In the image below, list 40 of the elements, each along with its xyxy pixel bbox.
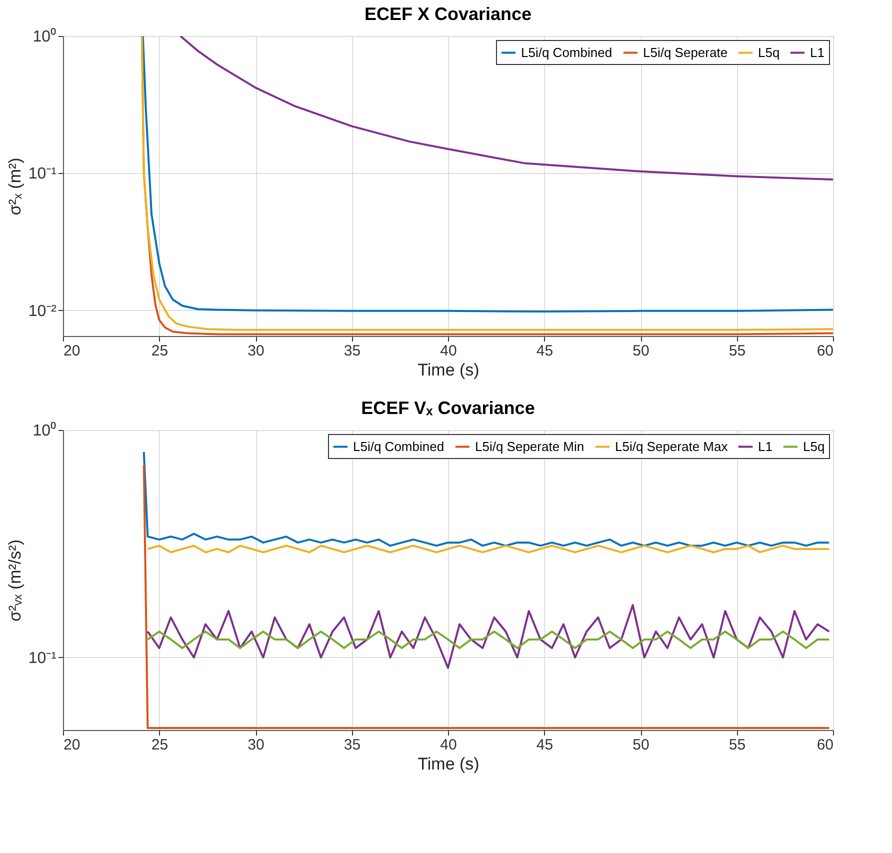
- legend-label: L5q: [758, 44, 780, 60]
- legend-label: L5i/q Combined: [353, 438, 444, 454]
- x-tick-label: 55: [728, 736, 746, 754]
- chart-title: ECEF Vₓ Covariance: [361, 398, 535, 418]
- x-tick-label: 20: [64, 342, 80, 360]
- x-tick-label: 25: [151, 736, 168, 754]
- x-axis-title: Time (s): [418, 360, 480, 380]
- y-tick-label: 10⁰: [32, 28, 56, 46]
- legend-label: L5q: [803, 438, 825, 454]
- legend-label: L5i/q Seperate: [643, 44, 728, 60]
- x-tick-label: 45: [536, 342, 554, 360]
- y-tick-label: 10⁰: [32, 422, 56, 440]
- x-tick-label: 50: [632, 342, 650, 360]
- legend-label: L5i/q Combined: [521, 44, 612, 60]
- x-tick-label: 40: [440, 342, 457, 360]
- x-tick-label: 35: [344, 342, 361, 360]
- chart-title: ECEF X Covariance: [364, 4, 532, 24]
- x-tick-label: 40: [440, 736, 457, 754]
- x-tick-label: 55: [728, 342, 746, 360]
- x-tick-label: 20: [64, 736, 80, 754]
- x-axis-title: Time (s): [418, 754, 480, 774]
- y-tick-label: 10⁻¹: [28, 166, 56, 183]
- line-series: [179, 36, 833, 180]
- x-tick-label: 45: [536, 736, 554, 754]
- x-tick-label: 35: [344, 736, 361, 754]
- y-tick-label: 10⁻¹: [28, 650, 56, 667]
- y-tick-label: 10⁻²: [28, 302, 58, 320]
- legend-label: L5i/q Seperate Min: [475, 438, 584, 454]
- x-tick-label: 30: [248, 736, 264, 754]
- y-axis-title: σ²ᵥₓ (m²/s²): [5, 540, 24, 622]
- legend-label: L1: [810, 44, 824, 60]
- x-tick-label: 60: [816, 736, 834, 754]
- x-tick-label: 60: [816, 342, 834, 360]
- y-axis-title: σ²ₓ (m²): [5, 158, 24, 216]
- legend-label: L1: [758, 438, 772, 454]
- line-series: [146, 604, 830, 669]
- x-tick-label: 30: [248, 342, 264, 360]
- x-tick-label: 25: [151, 342, 168, 360]
- legend-label: L5i/q Seperate Max: [615, 438, 728, 454]
- x-tick-label: 50: [632, 736, 650, 754]
